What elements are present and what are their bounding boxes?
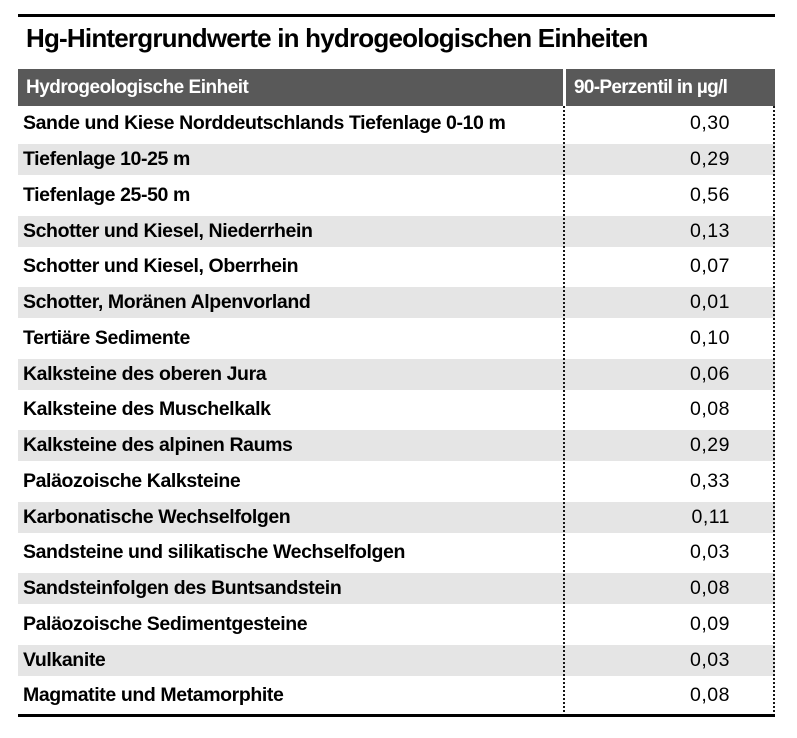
einheit-cell: Schotter, Moränen Alpenvorland [23, 291, 311, 314]
table-row: Karbonatische Wechselfolgen 0,11 [18, 499, 775, 535]
wert-cell: 0,07 [690, 255, 730, 278]
einheit-cell: Magmatite und Metamorphite [23, 684, 284, 707]
einheit-cell: Vulkanite [23, 648, 106, 671]
column-header-einheit: Hydrogeologische Einheit [26, 76, 249, 98]
table-row: Tertiäre Sedimente 0,10 [18, 321, 775, 357]
einheit-cell: Tiefenlage 10-25 m [23, 148, 190, 171]
einheit-cell: Kalksteine des alpinen Raums [23, 434, 293, 457]
wert-cell: 0,08 [690, 577, 730, 600]
table-row: Kalksteine des alpinen Raums 0,29 [18, 427, 775, 464]
bottom-rule [18, 713, 775, 717]
einheit-cell: Paläozoische Sedimentgesteine [23, 612, 308, 635]
header-column-separator [563, 69, 566, 106]
wert-cell: 0,30 [690, 112, 730, 135]
einheit-cell: Sandsteine und silikatische Wechselfolge… [23, 541, 406, 564]
wert-cell: 0,33 [690, 469, 730, 492]
wert-cell: 0,01 [690, 291, 730, 314]
einheit-cell: Kalksteine des oberen Jura [23, 362, 267, 385]
table-row: Kalksteine des Muschelkalk 0,08 [18, 392, 775, 428]
wert-cell: 0,03 [690, 541, 730, 564]
page-title: Hg-Hintergrundwerte in hydrogeologischen… [26, 23, 648, 53]
einheit-cell: Paläozoische Kalksteine [23, 469, 241, 492]
wert-cell: 0,56 [690, 183, 730, 206]
wert-cell: 0,08 [690, 684, 730, 707]
wert-cell: 0,09 [690, 612, 730, 635]
table-header-row: Hydrogeologische Einheit 90-Perzentil in… [18, 69, 775, 106]
einheit-cell: Schotter und Kiesel, Niederrhein [23, 219, 313, 242]
table-right-border-dotted [773, 106, 775, 714]
wert-cell: 0,11 [691, 505, 730, 528]
table-row: Paläozoische Sedimentgesteine 0,09 [18, 607, 775, 643]
table-row: Magmatite und Metamorphite 0,08 [18, 678, 775, 714]
hg-background-values-table: Hydrogeologische Einheit 90-Perzentil in… [18, 69, 775, 717]
column-header-perzentil: 90-Perzentil in µg/l [574, 76, 728, 98]
wert-cell: 0,10 [690, 326, 730, 349]
table-row: Tiefenlage 25-50 m 0,56 [18, 178, 775, 214]
wert-cell: 0,29 [690, 148, 730, 171]
table-row: Schotter und Kiesel, Oberrhein 0,07 [18, 249, 775, 285]
table-row: Paläozoische Kalksteine 0,33 [18, 464, 775, 500]
einheit-cell: Tiefenlage 25-50 m [23, 183, 190, 206]
einheit-cell: Schotter und Kiesel, Oberrhein [23, 255, 299, 278]
wert-cell: 0,13 [690, 219, 730, 242]
einheit-cell: Karbonatische Wechselfolgen [23, 505, 291, 528]
einheit-cell: Sandsteinfolgen des Buntsandstein [23, 577, 342, 600]
einheit-cell: Sande und Kiese Norddeutschlands Tiefenl… [23, 112, 506, 135]
table-row: Schotter und Kiesel, Niederrhein 0,13 [18, 213, 775, 249]
table-row: Vulkanite 0,03 [18, 642, 775, 678]
table-row: Sandsteine und silikatische Wechselfolge… [18, 535, 775, 571]
einheit-cell: Tertiäre Sedimente [23, 326, 190, 349]
table-row: Tiefenlage 10-25 m 0,29 [18, 141, 775, 178]
table-row: Sande und Kiese Norddeutschlands Tiefenl… [18, 106, 775, 142]
wert-cell: 0,06 [690, 362, 730, 385]
table-body: Sande und Kiese Norddeutschlands Tiefenl… [18, 106, 775, 714]
table-row: Schotter, Moränen Alpenvorland 0,01 [18, 284, 775, 321]
top-rule [18, 14, 775, 17]
column-separator-dotted [563, 106, 565, 714]
wert-cell: 0,03 [690, 648, 730, 671]
wert-cell: 0,08 [690, 398, 730, 421]
table-row: Sandsteinfolgen des Buntsandstein 0,08 [18, 570, 775, 607]
table-row: Kalksteine des oberen Jura 0,06 [18, 356, 775, 392]
wert-cell: 0,29 [690, 434, 730, 457]
einheit-cell: Kalksteine des Muschelkalk [23, 398, 271, 421]
